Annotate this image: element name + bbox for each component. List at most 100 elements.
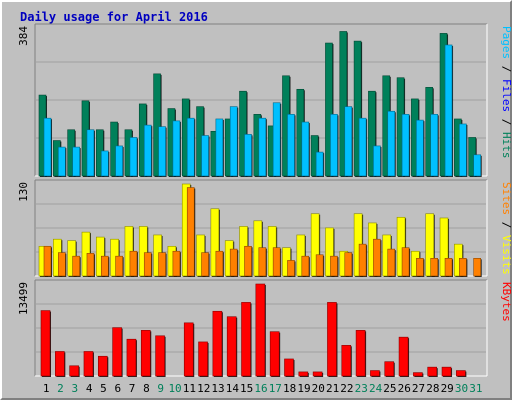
day-label: 19 bbox=[297, 382, 310, 395]
sites-bar bbox=[344, 252, 353, 277]
pages-bar bbox=[301, 121, 310, 177]
sites-bar bbox=[158, 252, 166, 277]
pages-bar bbox=[186, 117, 195, 177]
visits-bar bbox=[138, 226, 148, 277]
pages-bar bbox=[143, 124, 152, 177]
day-label: 14 bbox=[226, 382, 240, 395]
pages-bar bbox=[86, 129, 95, 177]
sites-bar bbox=[444, 258, 453, 277]
visits-bar bbox=[210, 208, 220, 277]
kbytes-bar bbox=[370, 370, 380, 377]
day-label: 25 bbox=[383, 382, 396, 395]
pages-bar bbox=[244, 134, 252, 177]
kbytes-bar bbox=[269, 331, 280, 377]
kbytes-bar bbox=[355, 330, 366, 377]
pages-bar bbox=[287, 114, 295, 177]
day-label: 30 bbox=[455, 382, 468, 395]
kbytes-bar bbox=[298, 371, 309, 377]
sites-bar bbox=[258, 247, 267, 277]
visits-bar bbox=[425, 213, 435, 277]
kbytes-bar bbox=[97, 355, 108, 377]
sites-bar bbox=[100, 255, 109, 277]
kbytes-bar bbox=[456, 370, 466, 377]
day-label: 17 bbox=[269, 382, 282, 395]
pages-bar bbox=[358, 117, 367, 177]
day-label: 28 bbox=[426, 382, 439, 395]
kbytes-bar bbox=[341, 345, 352, 377]
kbytes-bar bbox=[69, 365, 79, 377]
kbytes-bar bbox=[126, 338, 137, 377]
pages-bar bbox=[201, 135, 209, 177]
hits-bar bbox=[239, 90, 247, 177]
kbytes-bar bbox=[413, 372, 423, 377]
hits-bar bbox=[153, 73, 161, 177]
sites-bar bbox=[244, 245, 252, 277]
legend-hits: Hits bbox=[500, 132, 512, 159]
bottom-ymax-label: 13499 bbox=[17, 282, 30, 315]
visits-bar bbox=[296, 234, 306, 277]
kbytes-bar bbox=[83, 351, 94, 377]
top-ymax-label: 384 bbox=[17, 26, 30, 46]
pages-bar bbox=[258, 117, 267, 177]
sites-bar bbox=[416, 258, 424, 277]
day-label: 23 bbox=[355, 382, 368, 395]
day-label: 3 bbox=[71, 382, 78, 395]
sites-bar bbox=[43, 245, 52, 277]
bottom-legend: KBytes bbox=[500, 282, 512, 322]
sites-bar bbox=[401, 247, 410, 277]
sites-bar bbox=[430, 258, 439, 277]
middle-legend: Sites / Visits bbox=[500, 182, 512, 275]
kbytes-bar bbox=[212, 310, 223, 377]
kbytes-bar bbox=[441, 366, 452, 377]
pages-bar bbox=[444, 44, 453, 177]
pages-bar bbox=[100, 150, 109, 177]
pages-bar bbox=[330, 114, 338, 177]
pages-bar bbox=[272, 102, 281, 177]
sites-bar bbox=[129, 250, 138, 277]
sites-bar bbox=[330, 255, 338, 277]
day-label: 7 bbox=[129, 382, 136, 395]
kbytes-bar bbox=[398, 336, 409, 377]
pages-bar bbox=[215, 118, 224, 177]
sites-bar bbox=[473, 258, 481, 277]
kbytes-bar bbox=[312, 371, 323, 377]
sites-bar bbox=[172, 250, 181, 277]
hits-bar bbox=[368, 90, 376, 177]
visits-bar bbox=[396, 216, 406, 277]
day-label: 6 bbox=[114, 382, 121, 395]
pages-bar bbox=[416, 119, 424, 177]
pages-bar bbox=[58, 146, 66, 177]
sites-bar bbox=[58, 252, 66, 277]
pages-bar bbox=[459, 123, 467, 177]
kbytes-bar bbox=[198, 341, 208, 377]
pages-bar bbox=[315, 151, 324, 177]
day-label: 24 bbox=[369, 382, 383, 395]
kbytes-bar bbox=[226, 316, 237, 377]
kbytes-bar bbox=[427, 366, 438, 377]
day-label: 13 bbox=[211, 382, 224, 395]
sites-bar bbox=[315, 254, 324, 277]
day-label: 9 bbox=[157, 382, 164, 395]
day-label: 4 bbox=[86, 382, 93, 395]
pages-bar bbox=[43, 117, 52, 177]
pages-bar bbox=[401, 114, 410, 177]
legend-separator: / bbox=[500, 112, 512, 132]
pages-bar bbox=[158, 126, 166, 177]
pages-bar bbox=[115, 145, 123, 177]
day-label: 1 bbox=[43, 382, 50, 395]
day-label: 26 bbox=[398, 382, 411, 395]
sites-bar bbox=[186, 187, 195, 277]
day-label: 29 bbox=[441, 382, 454, 395]
kbytes-bar bbox=[284, 358, 294, 377]
pages-bar bbox=[387, 110, 396, 177]
pages-bar bbox=[72, 146, 80, 177]
day-label: 22 bbox=[340, 382, 353, 395]
day-label: 10 bbox=[168, 382, 181, 395]
legend-kbytes: KBytes bbox=[500, 282, 512, 322]
visits-bar bbox=[325, 227, 334, 277]
top-legend: Pages / Files / Hits bbox=[500, 26, 512, 159]
day-label: 20 bbox=[312, 382, 325, 395]
sites-bar bbox=[86, 253, 95, 277]
kbytes-bar bbox=[327, 302, 337, 377]
day-label: 12 bbox=[197, 382, 210, 395]
